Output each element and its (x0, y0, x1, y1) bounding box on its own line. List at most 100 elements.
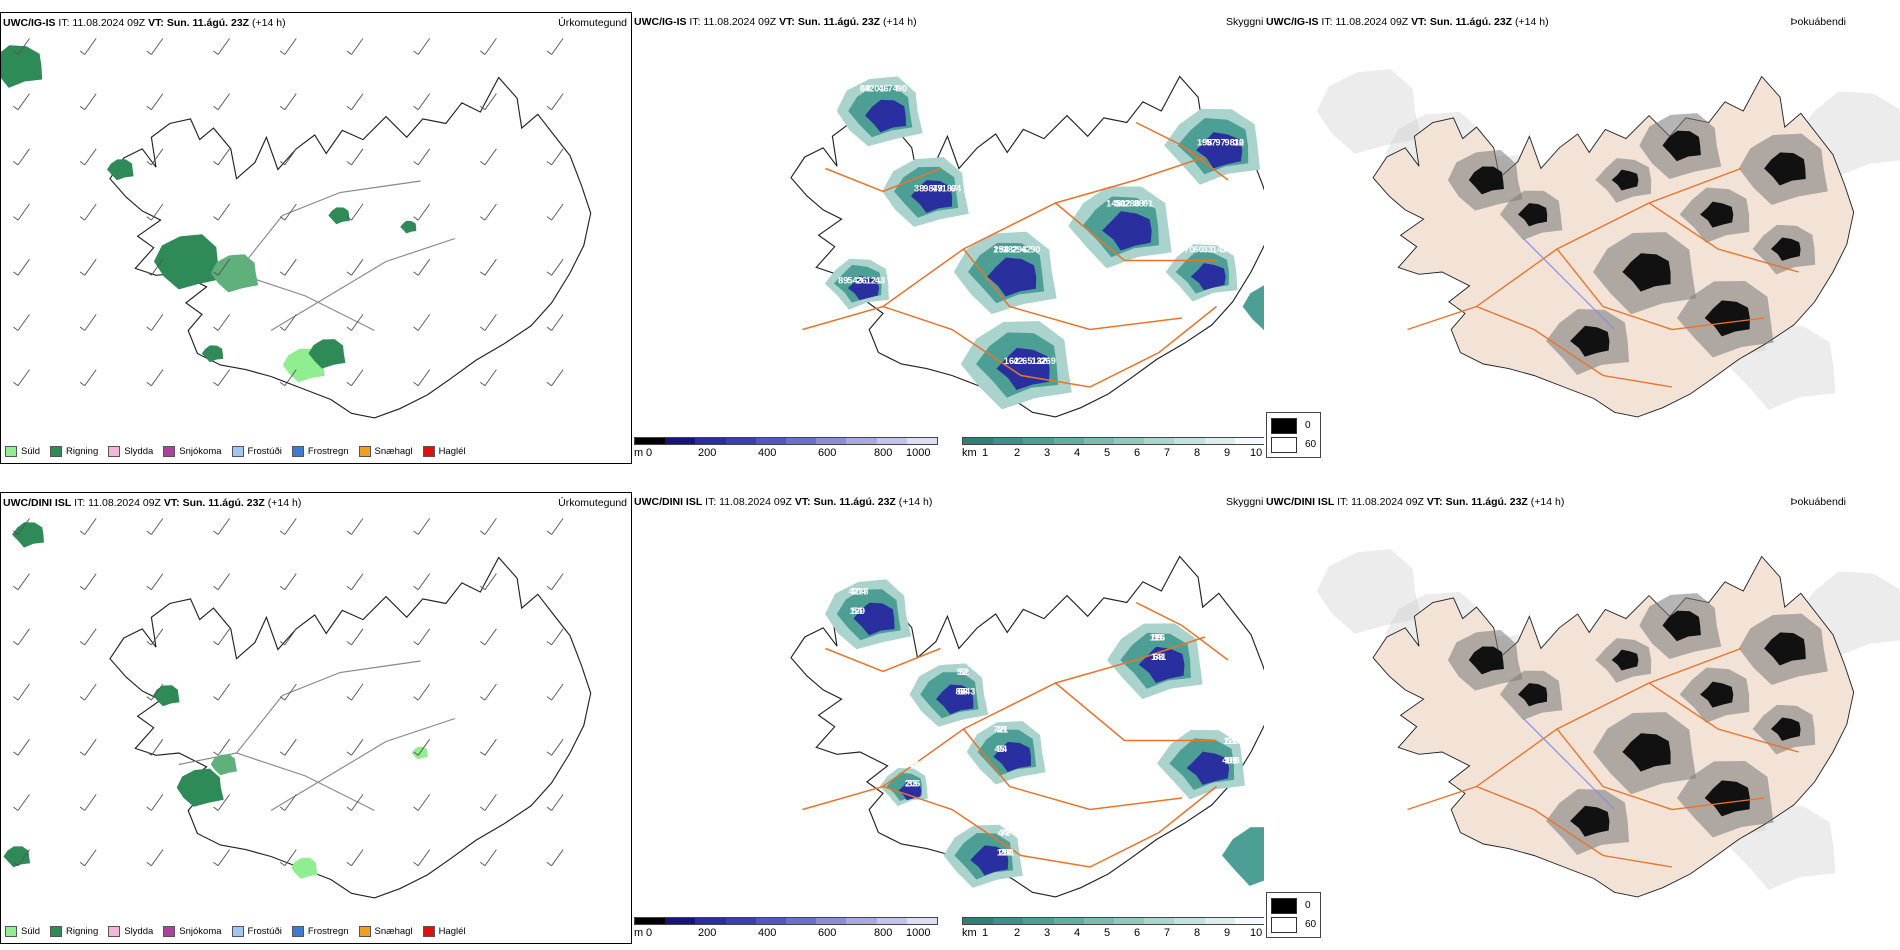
road-line (270, 717, 456, 811)
panel-param-label: Skyggni (1226, 496, 1264, 508)
wind-barb (480, 628, 497, 646)
wind-barb (546, 738, 564, 756)
wind-barb (13, 314, 30, 331)
ceiling-value-label: 76 (906, 759, 916, 769)
ceiling-value-label: 74 (888, 83, 899, 93)
legend-swatch (422, 446, 435, 457)
legend-label: Snæhagl (374, 446, 413, 457)
wind-barb (279, 369, 297, 387)
legend-swatch (231, 926, 244, 937)
legend-item: Slydda (108, 926, 153, 937)
wind-barb (480, 314, 497, 331)
river-line (1522, 237, 1615, 330)
legend-item: Frostregn (291, 926, 349, 937)
legend-item: Snjókoma (163, 446, 222, 457)
ceiling-value-label: 86 (955, 687, 965, 697)
precip-area (176, 768, 224, 807)
wind-barb (480, 148, 497, 166)
offshore-low-visibility (1242, 285, 1264, 331)
wind-barb (213, 849, 230, 867)
ceiling-value-label: 45 (995, 744, 1005, 754)
wind-barb (213, 573, 230, 591)
ceiling-value-label: 48 (875, 276, 885, 286)
precip-area (201, 345, 224, 363)
precip-type-panel-bottom: UWC/DINI ISL IT: 11.08.2024 09Z VT: Sun.… (0, 492, 632, 944)
precip-type-panel-top: UWC/IG-IS IT: 11.08.2024 09Z VT: Sun. 11… (0, 12, 632, 464)
fog-map-top (1316, 69, 1900, 418)
wind-barb (79, 794, 97, 811)
precip-map-top (1, 38, 592, 419)
wind-barb (346, 518, 364, 535)
low-ceiling-area (987, 257, 1037, 297)
wind-barb (213, 683, 230, 701)
legend-label: Rigning (66, 926, 99, 937)
ceiling-value-label: 46 (878, 83, 888, 93)
wind-barb (546, 203, 564, 221)
fog-map-bottom (1316, 549, 1900, 898)
wind-barb (13, 518, 30, 535)
river-line (1522, 717, 1615, 810)
dense-fog-area (1764, 152, 1806, 186)
ceiling-value-label: 42 (849, 586, 859, 596)
legend-label: Frostúði (247, 926, 282, 937)
legend-item: Haglél (422, 446, 466, 457)
ceiling-value-label: 97 (1215, 138, 1225, 148)
ceiling-value-label: 51 (1226, 736, 1236, 746)
wind-barb (546, 849, 564, 867)
ceiling-value-label: 26 (857, 276, 867, 286)
wind-barb (413, 518, 431, 535)
wind-barb (346, 369, 364, 387)
legend-swatch (50, 446, 63, 457)
panel-param-label: Úrkomutegund (558, 17, 627, 29)
legend-swatch (5, 446, 17, 457)
ceiling-value-label: 408 (1222, 756, 1237, 766)
ceiling-value-label: 296 (1012, 244, 1027, 254)
ceiling-visibility-panel-bottom: UWC/DINI ISL IT: 11.08.2024 09Z VT: Sun.… (632, 492, 1264, 944)
panel-param-label: Skyggni (1226, 16, 1264, 28)
wind-barb (146, 628, 164, 646)
low-ceiling-area (865, 99, 907, 133)
ceiling-value-label: 65 (1022, 356, 1032, 366)
dense-fog-area (1622, 733, 1671, 772)
visibility-colorbar-top (962, 437, 1264, 445)
wind-barb (13, 849, 30, 867)
wind-barb (346, 794, 364, 811)
sea-haze (1316, 549, 1422, 634)
panel-param-label: Þokuábendi (1790, 16, 1846, 28)
ceiling-value-label: 77 (932, 184, 942, 194)
ceiling-value-label: 88 (1134, 198, 1144, 208)
wind-barb (346, 628, 364, 646)
ceiling-value-label: 81 (1227, 756, 1237, 766)
wind-barb (279, 93, 297, 111)
iceland-coastline (790, 555, 1264, 898)
ceiling-value-label: 126 (1150, 632, 1165, 642)
wind-barb (279, 628, 297, 646)
wind-barb (79, 258, 97, 276)
wind-barb (413, 314, 431, 331)
wind-barb (279, 314, 297, 331)
ceiling-value-label: 30 (1234, 138, 1244, 148)
wind-barb (79, 314, 97, 331)
wind-barb (413, 794, 431, 811)
ceiling-value-label: 251 (999, 848, 1014, 858)
wind-barb (480, 258, 497, 276)
panel-param-label: Úrkomutegund (558, 497, 627, 509)
dense-fog-area (1518, 203, 1548, 227)
ceiling-value-label: 141 (1151, 652, 1166, 662)
ceiling-value-label: 147 (1212, 244, 1227, 254)
legend-label: Haglél (438, 446, 466, 457)
low-ceiling-area (1102, 211, 1152, 251)
legend-label: Frostregn (307, 446, 349, 457)
ceiling-value-label: 60 (1194, 244, 1204, 254)
precip-area (12, 522, 44, 548)
road-line (1055, 682, 1217, 742)
legend-label: Frostúði (247, 446, 282, 457)
road-line (1556, 248, 1765, 331)
road-line (1476, 647, 1742, 788)
wind-barb (480, 738, 497, 756)
road-line (1556, 728, 1765, 811)
wind-barb (79, 369, 97, 387)
ceiling-value-label: 49 (932, 184, 942, 194)
ceiling-value-label: 61 (1143, 198, 1153, 208)
dense-fog-area (1622, 253, 1671, 292)
